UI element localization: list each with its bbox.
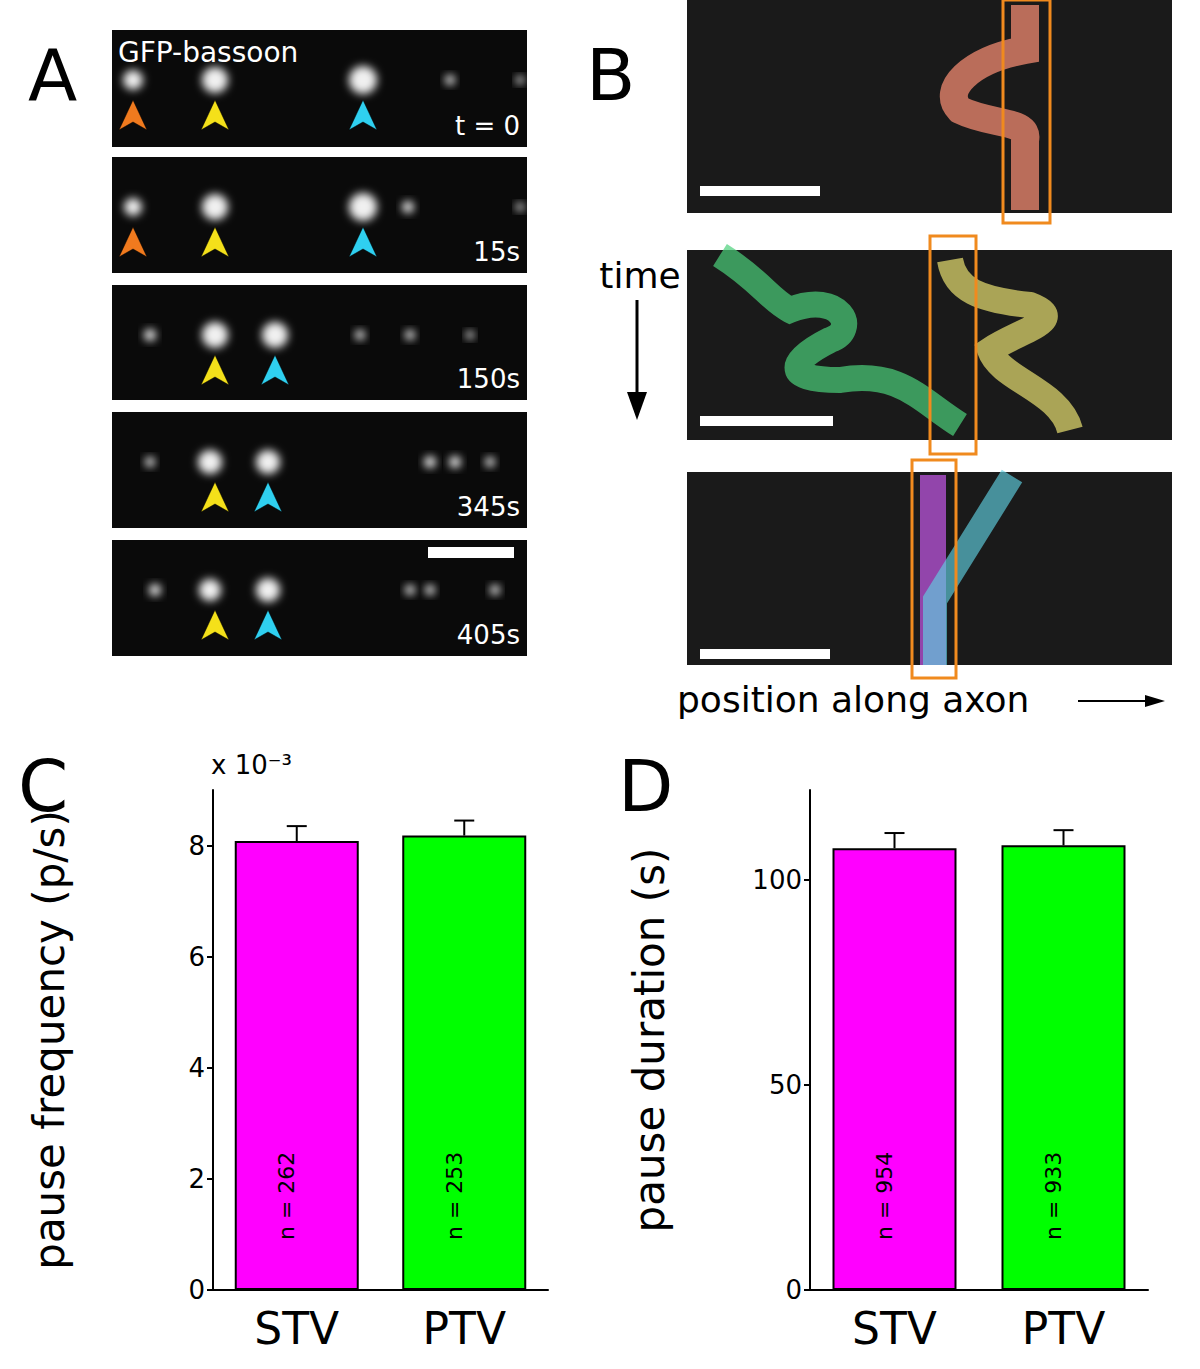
svg-text:15s: 15s (473, 237, 520, 267)
svg-text:STV: STV (852, 1303, 937, 1354)
svg-text:4: 4 (188, 1053, 205, 1083)
svg-text:6: 6 (188, 942, 205, 972)
svg-text:D: D (618, 744, 673, 828)
svg-text:n = 954: n = 954 (872, 1152, 897, 1240)
svg-text:0: 0 (188, 1275, 205, 1305)
svg-text:GFP-bassoon: GFP-bassoon (118, 36, 298, 69)
svg-text:PTV: PTV (1022, 1303, 1106, 1354)
svg-text:2: 2 (188, 1164, 205, 1194)
svg-text:50: 50 (769, 1070, 802, 1100)
svg-text:345s: 345s (457, 492, 520, 522)
svg-text:position along axon: position along axon (677, 679, 1029, 720)
svg-text:8: 8 (188, 831, 205, 861)
svg-text:A: A (28, 33, 77, 117)
svg-text:0: 0 (785, 1275, 802, 1305)
svg-text:150s: 150s (457, 364, 520, 394)
svg-text:pause frequency (p/s): pause frequency (p/s) (25, 810, 74, 1270)
svg-text:n = 933: n = 933 (1041, 1152, 1066, 1240)
svg-text:B: B (586, 33, 635, 117)
svg-text:STV: STV (254, 1303, 339, 1354)
svg-text:x 10⁻³: x 10⁻³ (211, 750, 292, 780)
svg-text:PTV: PTV (422, 1303, 506, 1354)
svg-text:100: 100 (752, 865, 802, 895)
svg-text:time: time (599, 255, 680, 296)
svg-text:n = 262: n = 262 (274, 1152, 299, 1240)
svg-text:C: C (18, 744, 69, 828)
svg-text:pause duration (s): pause duration (s) (625, 848, 674, 1233)
svg-text:t = 0: t = 0 (455, 111, 520, 141)
svg-text:n = 253: n = 253 (442, 1152, 467, 1240)
svg-text:405s: 405s (457, 620, 520, 650)
